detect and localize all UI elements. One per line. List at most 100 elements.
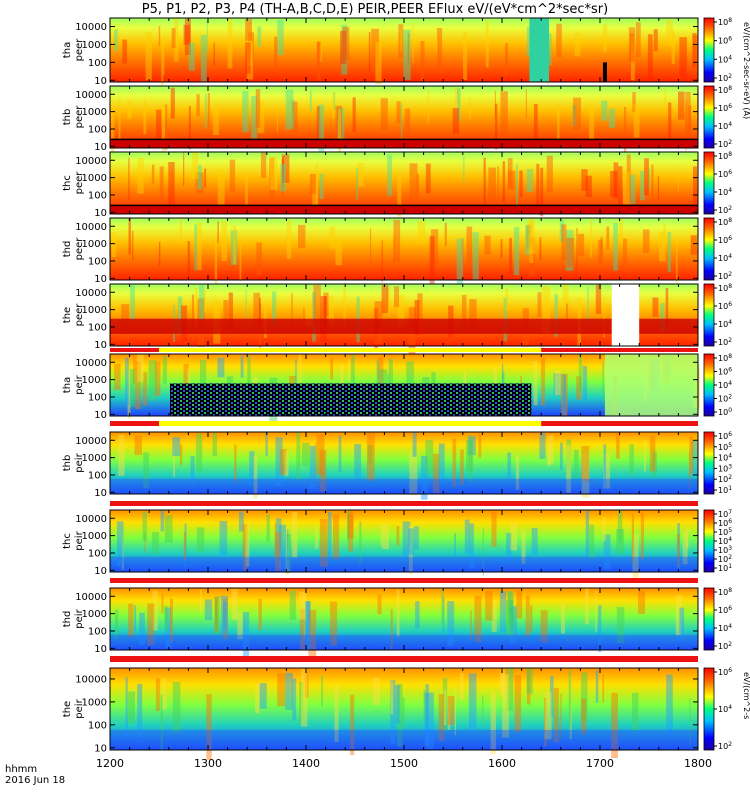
- texture-stripe: [660, 303, 665, 332]
- texture-stripe: [638, 590, 645, 614]
- texture-stripe: [183, 24, 191, 45]
- texture-stripe: [275, 437, 283, 487]
- colorbar-label: eV/(cm^2-sec-sr-eV) (A): [742, 22, 750, 119]
- texture-stripe: [478, 434, 482, 458]
- texture-stripe: [318, 104, 325, 152]
- texture-stripe: [516, 590, 523, 619]
- texture-stripe: [576, 376, 582, 400]
- texture-stripe: [359, 521, 362, 565]
- texture-stripe: [542, 286, 551, 333]
- texture-stripe: [158, 242, 161, 266]
- x-tick-label: 1200: [96, 757, 124, 770]
- texture-stripe: [280, 164, 286, 192]
- texture-stripe: [675, 594, 682, 636]
- texture-stripe: [286, 219, 292, 259]
- texture-stripe: [304, 671, 309, 698]
- texture-stripe: [343, 285, 346, 327]
- colorbar-tick-label: 108: [718, 217, 732, 227]
- y-axis-label: the: [62, 701, 73, 717]
- texture-stripe: [682, 530, 688, 565]
- texture-stripe: [305, 307, 314, 326]
- x-label-time: hhmm: [5, 764, 38, 775]
- texture-stripe: [145, 32, 152, 81]
- panel-background: [110, 218, 698, 280]
- texture-stripe: [269, 157, 275, 206]
- texture-stripe: [380, 98, 388, 130]
- texture-stripe: [509, 238, 513, 275]
- texture-stripe: [547, 435, 554, 465]
- texture-stripe: [134, 435, 142, 456]
- texture-stripe: [502, 363, 504, 391]
- stripe-yellow: [110, 421, 698, 426]
- texture-stripe: [624, 106, 627, 157]
- texture-stripe: [287, 529, 289, 568]
- texture-stripe: [319, 38, 322, 62]
- texture-stripe: [333, 91, 336, 111]
- texture-stripe: [430, 229, 439, 268]
- texture-stripe: [222, 598, 228, 640]
- texture-stripe: [490, 692, 496, 754]
- texture-stripe: [170, 87, 175, 119]
- texture-stripe: [525, 225, 530, 255]
- texture-stripe: [642, 229, 650, 253]
- low-energy-noise: [110, 729, 698, 750]
- colorbar-tick-label: 105: [718, 442, 732, 452]
- colorbar-tick-label: 104: [718, 453, 732, 463]
- texture-stripe: [526, 224, 532, 249]
- y-tick-label: 10: [94, 743, 107, 754]
- texture-stripe: [367, 444, 373, 465]
- colorbar-tick-label: 106: [718, 301, 732, 311]
- texture-stripe: [333, 514, 340, 560]
- texture-stripe: [370, 228, 372, 272]
- texture-stripe: [116, 521, 124, 567]
- panel-background: [110, 86, 698, 148]
- y-tick-label: 100: [88, 548, 107, 559]
- y-tick-label: 10: [94, 274, 107, 285]
- stripe-red: [110, 578, 698, 583]
- texture-stripe: [124, 357, 129, 405]
- texture-stripe: [566, 303, 569, 324]
- texture-stripe: [499, 669, 505, 695]
- texture-stripe: [424, 692, 428, 746]
- texture-stripe: [274, 523, 277, 559]
- texture-stripe: [547, 444, 551, 466]
- texture-stripe: [147, 603, 155, 646]
- texture-stripe: [461, 238, 464, 265]
- colorbar-tick-label: 102: [718, 337, 732, 347]
- colorbar-tick-label: 102: [718, 73, 732, 83]
- texture-stripe: [152, 591, 158, 631]
- y-tick-label: 10000: [75, 592, 107, 603]
- texture-stripe: [467, 436, 476, 456]
- texture-stripe: [200, 589, 203, 613]
- texture-stripe: [366, 433, 375, 481]
- texture-stripe: [253, 292, 261, 325]
- texture-stripe: [330, 358, 334, 380]
- texture-stripe: [613, 222, 618, 271]
- texture-stripe: [231, 589, 238, 621]
- y-axis-label: thb: [62, 455, 73, 472]
- texture-stripe: [281, 159, 284, 198]
- texture-stripe: [516, 164, 518, 213]
- texture-stripe: [408, 528, 414, 556]
- texture-stripe: [191, 294, 195, 342]
- colorbar-tick-label: 103: [718, 463, 732, 473]
- texture-stripe: [356, 167, 359, 200]
- x-tick-label: 1700: [586, 757, 614, 770]
- texture-stripe: [414, 300, 420, 336]
- texture-stripe: [245, 42, 251, 74]
- texture-stripe: [188, 42, 195, 71]
- texture-stripe: [437, 27, 443, 74]
- y-tick-label: 1000: [82, 107, 107, 118]
- colorbar: [703, 431, 715, 495]
- texture-stripe: [296, 432, 301, 480]
- texture-stripe: [508, 170, 516, 191]
- colorbar-tick-label: 102: [718, 205, 732, 215]
- texture-stripe: [183, 531, 187, 560]
- colorbar-tick-label: 106: [718, 667, 732, 677]
- texture-stripe: [300, 668, 308, 727]
- texture-stripe: [229, 159, 236, 192]
- texture-stripe: [533, 361, 538, 406]
- texture-stripe: [444, 222, 447, 247]
- x-tick-label: 1800: [684, 757, 712, 770]
